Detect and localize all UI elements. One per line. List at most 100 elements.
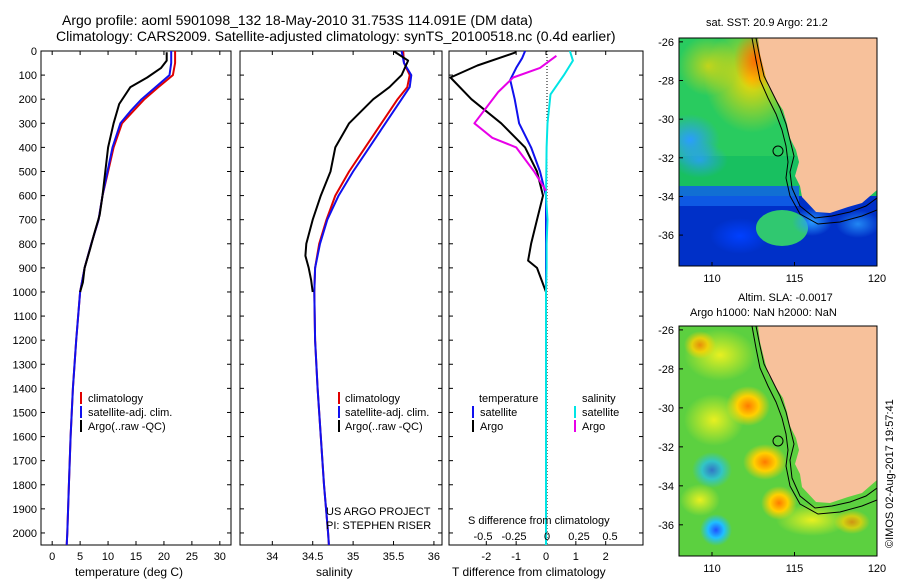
legend-label-argo: Argo(..raw -QC) xyxy=(88,421,166,433)
longitude-tick-label: 115 xyxy=(786,563,804,575)
legend-label-satellite: satellite-adj. clim. xyxy=(345,407,429,419)
latitude-tick-label: -30 xyxy=(658,114,674,126)
salinity-axes-box xyxy=(239,50,443,546)
x-tick-label: -1 xyxy=(511,551,521,563)
x-tick-label: 25 xyxy=(186,551,198,563)
temperature-axes-box xyxy=(40,50,232,546)
depth-tick-label: 300 xyxy=(19,118,37,130)
x-tick-label: 35 xyxy=(347,551,359,563)
longitude-tick-label: 120 xyxy=(868,273,886,285)
legend-label-salinity-satellite: satellite xyxy=(582,407,619,419)
latitude-tick-label: -36 xyxy=(658,230,674,242)
salinity-axis: 34 34.5 35 35.5 36 xyxy=(266,51,440,563)
depth-contour xyxy=(751,326,877,515)
t-difference-xlabel: T difference from climatology xyxy=(452,565,606,579)
x-tick-label: 1 xyxy=(573,551,579,563)
s-tick-label: -0.5 xyxy=(474,531,493,543)
land-mass xyxy=(758,38,877,213)
depth-tick-label: 1600 xyxy=(13,432,37,444)
s-difference-ticklabels: -0.5 -0.25 0 0.25 0.5 xyxy=(474,531,618,543)
depth-tick-label: 1500 xyxy=(13,407,37,419)
series-line-temperature-argo xyxy=(449,51,547,293)
profile-location-marker xyxy=(772,435,784,447)
project-note-line2: PI: STEPHEN RISER xyxy=(326,520,431,532)
depth-tick-label: 600 xyxy=(19,191,37,203)
longitude-tick-label: 110 xyxy=(703,273,721,285)
legend-label-climatology: climatology xyxy=(88,393,144,405)
sla-map-subtitle: Argo h1000: NaN h2000: NaN xyxy=(690,307,837,319)
temperature-axis: 0 5 10 15 20 25 30 xyxy=(49,51,226,563)
longitude-tick-label: 110 xyxy=(703,563,721,575)
legend-label-temperature-satellite: satellite xyxy=(480,407,517,419)
sst-map-title: sat. SST: 20.9 Argo: 21.2 xyxy=(706,17,828,29)
depth-tick-label: 1000 xyxy=(13,287,37,299)
s-tick-label: 0.25 xyxy=(568,531,589,543)
x-tick-label: 10 xyxy=(102,551,114,563)
s-difference-title: S difference from climatology xyxy=(468,515,610,527)
x-tick-label: 34.5 xyxy=(302,551,323,563)
land-mass xyxy=(758,326,877,503)
sst-map: sat. SST: 20.9 Argo: 21.2 110 115 120 -26 -2… xyxy=(658,17,886,285)
depth-tick-label: 2000 xyxy=(13,528,37,540)
legend-label-temperature-argo: Argo xyxy=(480,421,503,433)
legend-label-argo: Argo(..raw -QC) xyxy=(345,421,423,433)
salinity-xlabel: salinity xyxy=(316,565,353,579)
s-tick-label: -0.25 xyxy=(501,531,526,543)
sla-heatmap xyxy=(679,326,877,556)
latitude-tick-label: -28 xyxy=(658,364,674,376)
difference-panel: -2 -1 0 1 2 S difference from climatology -0… xyxy=(448,50,644,579)
legend-heading-salinity: salinity xyxy=(582,393,616,405)
x-tick-label: -2 xyxy=(481,551,491,563)
latitude-tick-label: -36 xyxy=(658,520,674,532)
shelf-contour xyxy=(755,326,877,509)
series-line-salinity-argo xyxy=(473,54,557,192)
depth-tick-label: 700 xyxy=(19,215,37,227)
project-note-line1: US ARGO PROJECT xyxy=(326,506,431,518)
x-tick-label: 20 xyxy=(158,551,170,563)
figure-title-line1: Argo profile: aoml 5901098_132 18-May-20… xyxy=(62,12,533,28)
figure-title-line2: Climatology: CARS2009. Satellite-adjuste… xyxy=(56,28,616,44)
depth-tick-label: 1400 xyxy=(13,383,37,395)
legend-heading-temperature: temperature xyxy=(479,393,538,405)
depth-tick-label: 1300 xyxy=(13,359,37,371)
depth-tick-label: 400 xyxy=(19,142,37,154)
s-tick-label: 0.5 xyxy=(602,531,617,543)
legend-label-salinity-argo: Argo xyxy=(582,421,605,433)
depth-tick-label: 1100 xyxy=(13,311,37,323)
depth-tick-label: 500 xyxy=(19,166,37,178)
x-tick-label: 34 xyxy=(266,551,278,563)
series-line-salinity-satellite xyxy=(545,51,574,545)
profile-location-marker xyxy=(772,145,784,157)
depth-tick-label: 1800 xyxy=(13,480,37,492)
x-tick-label: 15 xyxy=(130,551,142,563)
imos-timestamp-watermark: ©IMOS 02-Aug-2017 19:57:41 xyxy=(884,399,896,548)
depth-tick-label: 100 xyxy=(19,70,37,82)
latitude-tick-label: -26 xyxy=(658,325,674,337)
sst-heatmap xyxy=(679,38,877,266)
latitude-tick-label: -28 xyxy=(658,76,674,88)
temperature-xlabel: temperature (deg C) xyxy=(75,565,183,579)
depth-tick-label: 800 xyxy=(19,239,37,251)
latitude-tick-label: -34 xyxy=(658,481,674,493)
temperature-panel: 0100200300400500600700800900100011001200… xyxy=(13,46,232,579)
depth-tick-label: 1700 xyxy=(13,456,37,468)
latitude-tick-label: -30 xyxy=(658,403,674,415)
x-tick-label: 0 xyxy=(543,551,549,563)
series-line-satellite-adj-clim xyxy=(313,51,413,545)
depth-tick-label: 900 xyxy=(19,263,37,275)
temperature-legend: climatology satellite-adj. clim. Argo(..… xyxy=(80,392,172,433)
legend-label-satellite: satellite-adj. clim. xyxy=(88,407,172,419)
depth-tick-label: 200 xyxy=(19,94,37,106)
x-tick-label: 30 xyxy=(214,551,226,563)
sla-map: Altim. SLA: -0.0017 Argo h1000: NaN h200… xyxy=(658,292,886,575)
latitude-tick-label: -32 xyxy=(658,153,674,165)
sla-map-frame xyxy=(678,325,878,557)
latitude-tick-label: -34 xyxy=(658,191,674,203)
depth-tick-label: 1200 xyxy=(13,335,37,347)
legend-label-climatology: climatology xyxy=(345,393,401,405)
x-tick-label: 2 xyxy=(603,551,609,563)
longitude-tick-label: 120 xyxy=(868,563,886,575)
sla-map-title: Altim. SLA: -0.0017 xyxy=(738,292,833,304)
depth-contour xyxy=(751,38,877,225)
x-tick-label: 36 xyxy=(428,551,440,563)
